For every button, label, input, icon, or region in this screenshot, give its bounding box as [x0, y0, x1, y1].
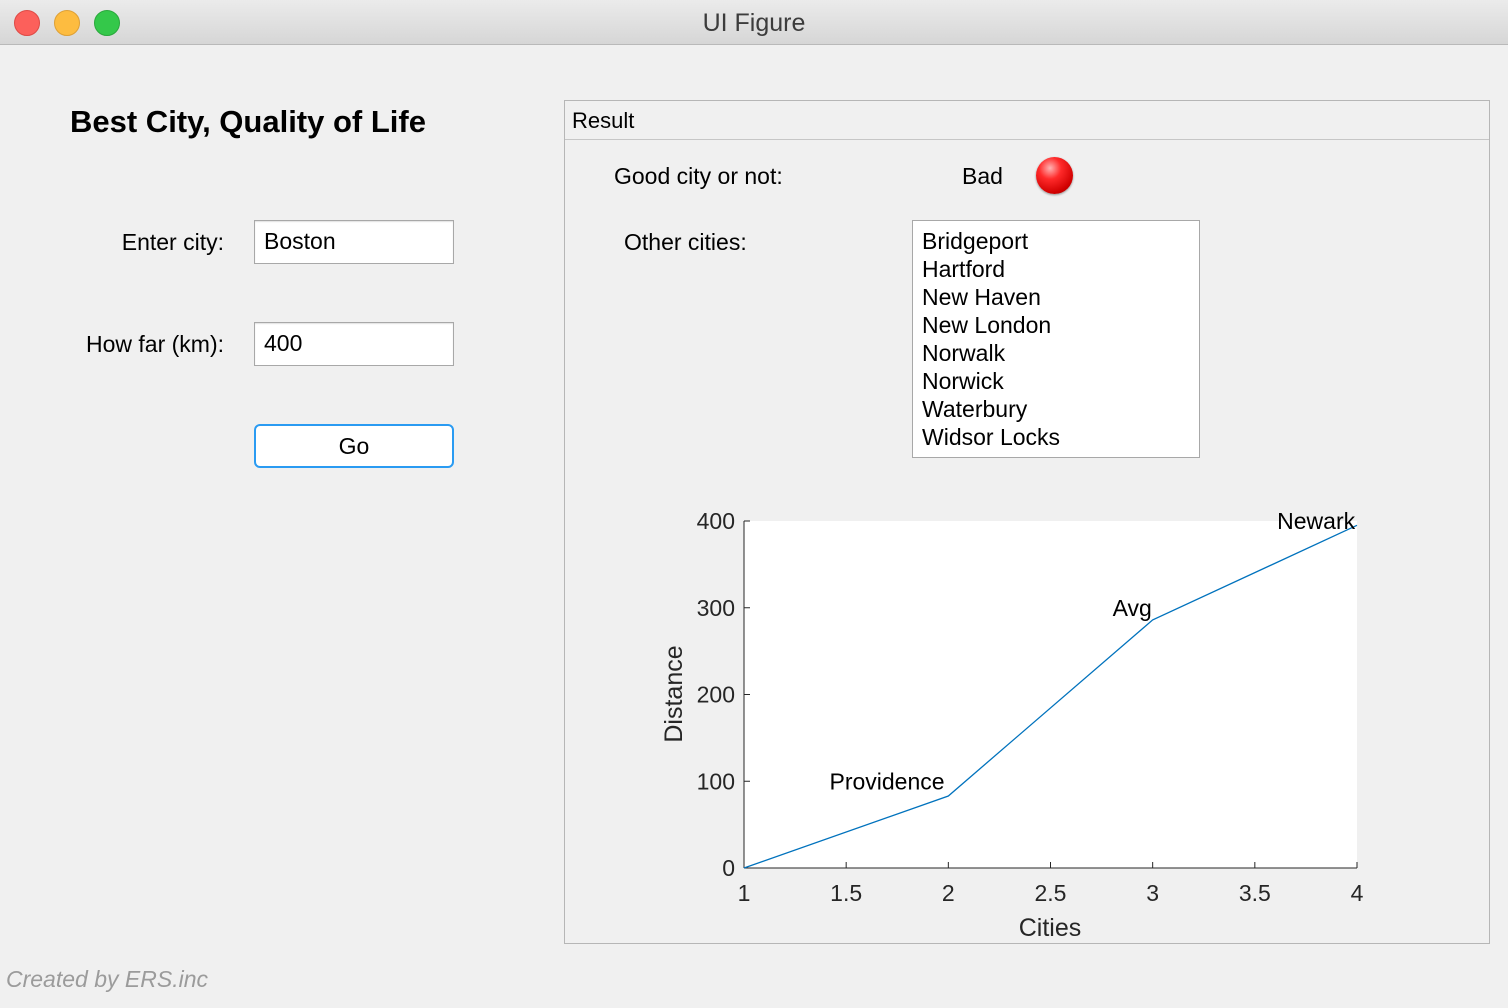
city-label: Enter city:	[121, 229, 224, 255]
y-tick-label: 100	[697, 768, 735, 794]
minimize-window-button[interactable]	[54, 10, 80, 36]
x-tick-label: 2	[942, 880, 955, 906]
x-axis-label: Cities	[1019, 914, 1082, 942]
other-cities-listbox[interactable]: Bridgeport Hartford New Haven New London Nor…	[912, 220, 1200, 458]
x-tick-label: 4	[1351, 880, 1364, 906]
chart-annotation: Newark	[1277, 508, 1355, 534]
y-tick-label: 200	[697, 682, 735, 708]
result-panel-header: Result	[565, 101, 1489, 140]
x-tick-label: 3	[1146, 880, 1159, 906]
city-list-item[interactable]: New Haven	[922, 284, 1041, 310]
city-list-item[interactable]: Bridgeport	[922, 228, 1029, 254]
city-list-item[interactable]: Hartford	[922, 256, 1006, 282]
app-title: Best City, Quality of Life	[70, 104, 426, 139]
close-window-button[interactable]	[14, 10, 40, 36]
good-city-value: Bad	[962, 163, 1003, 189]
y-tick-label: 0	[722, 855, 735, 881]
city-list-item[interactable]: Norwalk	[922, 340, 1006, 366]
y-axis-label: Distance	[660, 645, 688, 742]
footer-credit: Created by ERS.inc	[6, 966, 208, 992]
distance-label: How far (km):	[86, 331, 224, 357]
city-list-item[interactable]: Waterbury	[922, 396, 1028, 422]
chart-annotations: Providence Avg Newark	[829, 508, 1355, 794]
chart-ticks: 1 1.5 2 2.5 3 3.5 4 0 100 200 300 400	[697, 508, 1364, 906]
other-cities-label: Other cities:	[624, 229, 747, 255]
city-list-item[interactable]: Widsor Locks	[922, 424, 1061, 450]
status-lamp	[1036, 157, 1073, 194]
distance-line	[743, 524, 1358, 869]
window-title: UI Figure	[702, 9, 806, 37]
city-input[interactable]: Boston	[254, 220, 454, 264]
y-tick-label: 400	[697, 508, 735, 534]
chart-plot-area	[744, 521, 1357, 868]
zoom-window-button[interactable]	[94, 10, 120, 36]
distance-chart: 1 1.5 2 2.5 3 3.5 4 0 100 200 300 400 Providence Avg…	[660, 508, 1364, 942]
city-list-item[interactable]: New London	[922, 312, 1052, 338]
x-tick-label: 1	[738, 880, 751, 906]
y-tick-label: 300	[697, 595, 735, 621]
distance-input[interactable]: 400	[254, 322, 454, 366]
city-list-item[interactable]: Norwick	[922, 368, 1004, 394]
go-button[interactable]: Go	[254, 424, 454, 468]
result-panel-title: Result	[572, 108, 635, 133]
chart-annotation: Providence	[829, 768, 944, 794]
chart-annotation: Avg	[1113, 595, 1152, 621]
x-tick-label: 3.5	[1239, 880, 1271, 906]
result-panel: Result	[564, 100, 1490, 944]
x-tick-label: 1.5	[830, 880, 862, 906]
good-city-label: Good city or not:	[614, 163, 783, 189]
title-bar: UI Figure	[0, 0, 1508, 45]
x-tick-label: 2.5	[1035, 880, 1067, 906]
